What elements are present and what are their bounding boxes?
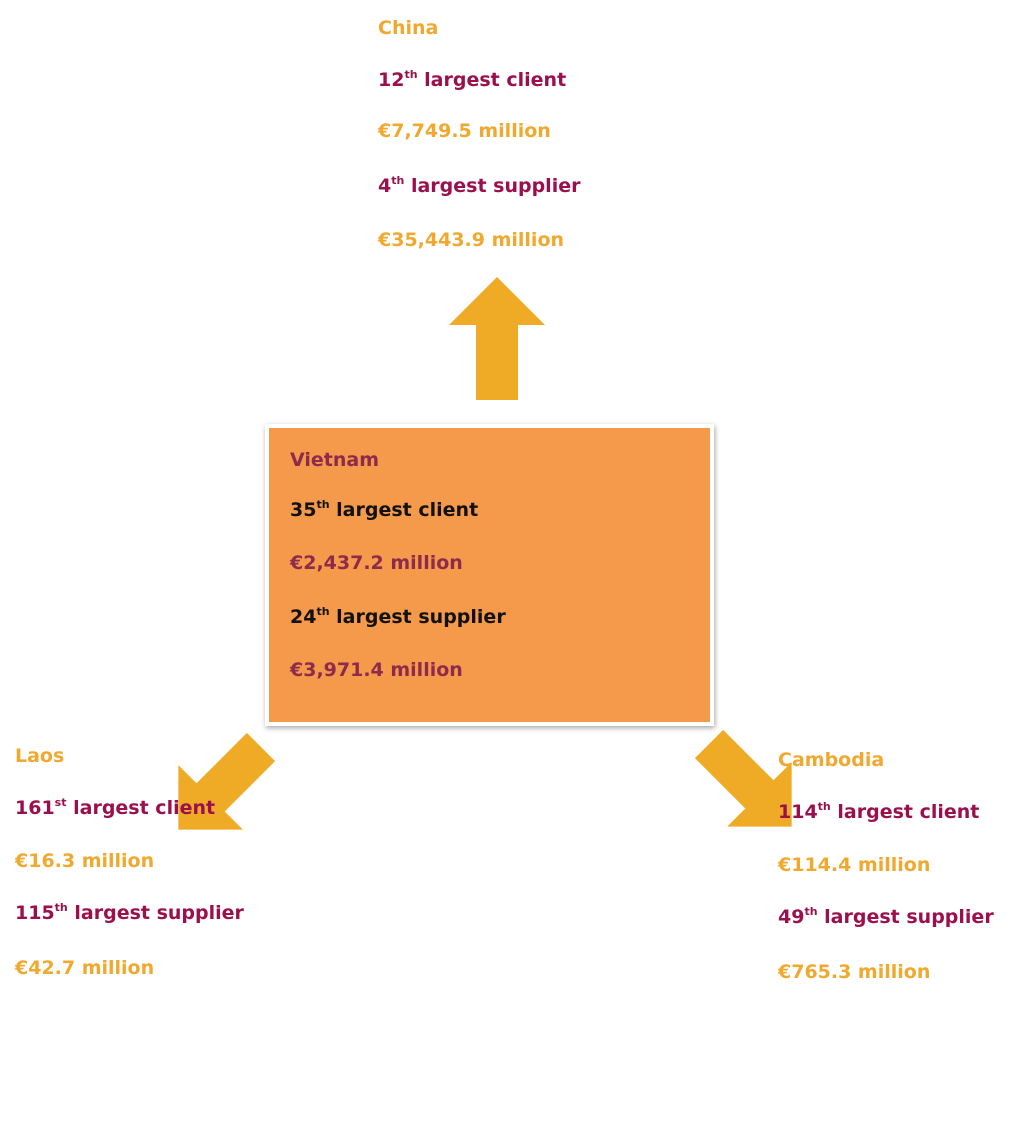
rank-text: largest supplier — [336, 606, 506, 628]
client-value: €2,437.2 million — [290, 552, 463, 574]
vietnam-box — [265, 424, 714, 726]
rank-suffix: th — [391, 174, 405, 187]
supplier-value: €35,443.9 million — [378, 229, 565, 251]
country-name: Laos — [15, 745, 65, 767]
client-value: €16.3 million — [15, 850, 155, 872]
arrow-down-left — [178, 732, 276, 830]
rank-text: largest client — [73, 797, 216, 819]
rank-number: 114 — [778, 801, 818, 823]
rank-number: 49 — [778, 906, 805, 928]
rank-number: 12 — [378, 69, 405, 91]
rank-suffix: th — [804, 905, 818, 918]
arrow-down-right — [694, 729, 792, 827]
supplier-rank: 4th largest supplier — [378, 174, 580, 198]
client-value: €7,749.5 million — [378, 120, 551, 142]
supplier-value: €42.7 million — [15, 957, 155, 979]
country-name: Vietnam — [290, 449, 379, 471]
rank-number: 35 — [290, 499, 317, 521]
supplier-rank: 49th largest supplier — [778, 905, 994, 929]
supplier-rank: 24th largest supplier — [290, 605, 506, 629]
supplier-rank: 115th largest supplier — [15, 901, 244, 925]
rank-text: largest client — [837, 801, 980, 823]
rank-suffix: th — [817, 800, 831, 813]
supplier-value: €765.3 million — [778, 961, 931, 983]
rank-suffix: th — [404, 68, 418, 81]
client-rank: 35th largest client — [290, 498, 478, 522]
client-rank: 12th largest client — [378, 68, 566, 92]
rank-suffix: th — [316, 605, 330, 618]
rank-text: largest supplier — [410, 175, 581, 197]
rank-suffix: st — [54, 796, 67, 809]
rank-suffix: th — [316, 498, 330, 511]
rank-number: 24 — [290, 606, 317, 628]
supplier-value: €3,971.4 million — [290, 659, 463, 681]
client-value: €114.4 million — [778, 854, 931, 876]
rank-number: 115 — [15, 902, 55, 924]
arrow-up — [449, 277, 545, 400]
rank-text: largest supplier — [74, 902, 244, 924]
country-name: China — [378, 17, 439, 39]
client-rank: 161st largest client — [15, 796, 215, 820]
rank-text: largest client — [424, 69, 567, 91]
country-name: Cambodia — [778, 749, 885, 771]
rank-number: 4 — [378, 175, 392, 197]
client-rank: 114th largest client — [778, 800, 979, 824]
rank-text: largest client — [336, 499, 479, 521]
rank-number: 161 — [15, 797, 55, 819]
rank-text: largest supplier — [824, 906, 994, 928]
rank-suffix: th — [54, 901, 68, 914]
